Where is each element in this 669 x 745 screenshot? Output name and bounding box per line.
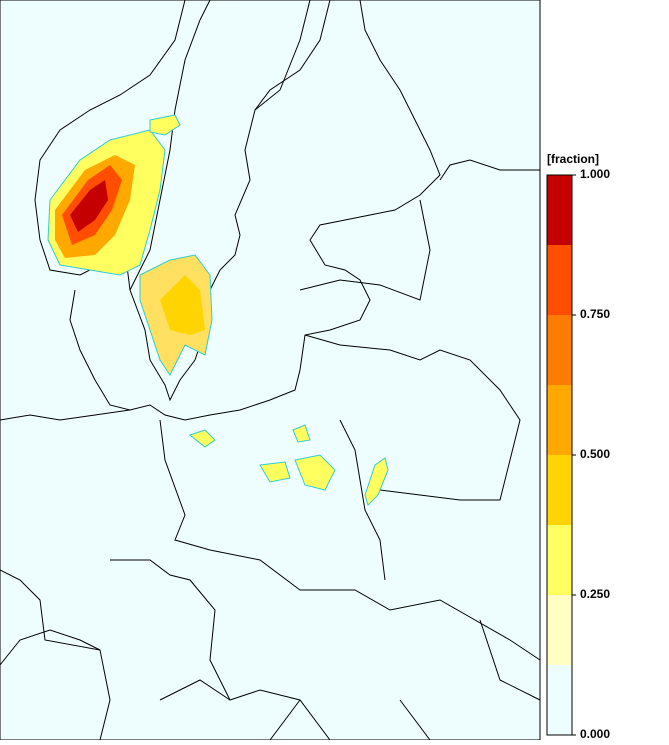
colorbar: 1.000 0.750 0.500 0.250 0.000 bbox=[546, 167, 610, 741]
border bbox=[159, 619, 541, 741]
snow-area bbox=[259, 461, 291, 483]
colorbar-tick-label: 0.000 bbox=[580, 727, 610, 740]
coastline bbox=[439, 159, 540, 181]
border bbox=[0, 569, 111, 741]
colorbar-band bbox=[547, 665, 572, 735]
snow-area bbox=[70, 180, 108, 232]
colorbar-band bbox=[547, 595, 572, 665]
map bbox=[0, 0, 541, 741]
map-frame bbox=[0, 0, 541, 741]
coastline bbox=[34, 0, 331, 402]
colorbar-band bbox=[547, 385, 572, 455]
border bbox=[339, 419, 386, 581]
colorbar-tick-label: 0.250 bbox=[580, 587, 610, 601]
colorbar-title: [fraction] bbox=[547, 152, 599, 166]
border bbox=[304, 334, 521, 501]
coastline bbox=[0, 409, 131, 421]
colorbar-tick-label: 1.000 bbox=[580, 167, 610, 181]
border bbox=[254, 0, 311, 111]
colorbar-band bbox=[547, 455, 572, 525]
snow-area bbox=[188, 429, 216, 448]
colorbar-tick-label: 0.500 bbox=[580, 447, 610, 461]
snow-area bbox=[294, 454, 336, 491]
colorbar-band bbox=[547, 525, 572, 595]
colorbar-band bbox=[547, 315, 572, 385]
snow-area bbox=[149, 114, 181, 136]
snow-area bbox=[292, 424, 311, 443]
snow-area bbox=[364, 457, 389, 506]
border bbox=[299, 199, 431, 301]
border bbox=[110, 559, 331, 741]
border bbox=[159, 419, 541, 661]
coastline bbox=[69, 0, 441, 421]
colorbar-band bbox=[547, 175, 572, 245]
colorbar-band bbox=[547, 245, 572, 315]
snow-area bbox=[160, 275, 205, 335]
coastline bbox=[0, 629, 101, 666]
colorbar-tick-label: 0.750 bbox=[580, 307, 610, 321]
